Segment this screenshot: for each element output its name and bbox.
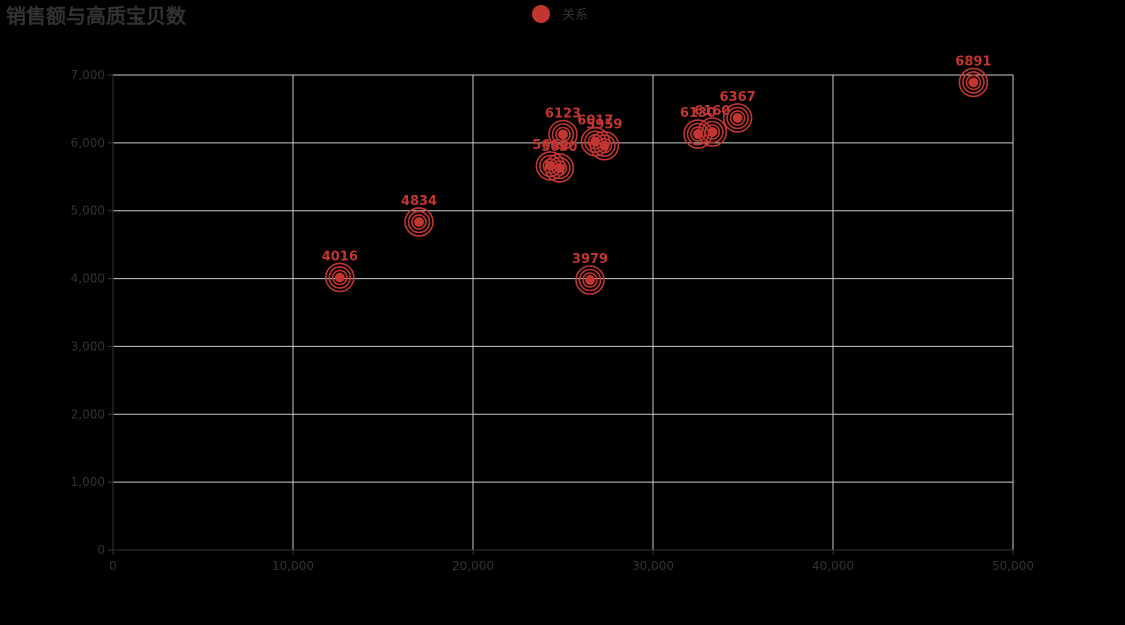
data-point[interactable]: 4834 [401, 194, 437, 237]
point-ripple-ring [551, 160, 568, 176]
point-ripple-ring [407, 210, 431, 234]
y-tick-label: 6,000 [71, 136, 105, 150]
point-label: 6123 [545, 107, 581, 122]
point-label: 6017 [577, 114, 613, 129]
point-ripple-ring [965, 74, 982, 91]
point-ripple-ring [548, 156, 571, 180]
point-ripple-ring [704, 124, 721, 140]
point-marker[interactable] [732, 112, 743, 123]
data-points: 4016483456605630612339796017595961306160… [322, 54, 991, 295]
point-marker[interactable] [558, 129, 568, 140]
data-point[interactable]: 6891 [955, 54, 991, 98]
point-ripple-ring [596, 137, 613, 154]
grid-lines [113, 74, 1014, 550]
x-tick-label: 30,000 [632, 559, 674, 573]
point-label: 6160 [694, 104, 730, 119]
point-ripple-ring [962, 71, 985, 94]
point-ripple-ring [535, 151, 566, 181]
data-point[interactable]: 5959 [586, 118, 622, 161]
x-tick-label: 0 [109, 559, 117, 573]
y-tick-label: 5,000 [71, 204, 105, 218]
point-ripple-ring [411, 214, 427, 230]
point-label: 5660 [532, 138, 568, 153]
x-tick-label: 10,000 [272, 559, 314, 573]
y-tick-label: 0 [97, 543, 105, 557]
data-point[interactable]: 6123 [545, 107, 581, 150]
point-ripple-ring [404, 207, 434, 237]
data-point[interactable]: 6367 [720, 90, 756, 133]
y-tick-label: 3,000 [71, 339, 105, 353]
y-tick-label: 4,000 [71, 272, 105, 286]
point-ripple-ring [726, 106, 749, 130]
y-tick-label: 1,000 [71, 475, 105, 489]
point-label: 4834 [401, 194, 437, 209]
point-ripple-ring [582, 272, 598, 288]
legend-marker[interactable] [532, 5, 550, 23]
point-marker[interactable] [334, 272, 345, 283]
point-label: 6130 [680, 106, 716, 121]
data-point[interactable]: 6160 [694, 104, 730, 147]
point-ripple-ring [578, 268, 602, 292]
point-ripple-ring [544, 153, 575, 183]
data-point[interactable]: 3979 [572, 252, 608, 295]
point-ripple-ring [593, 134, 616, 157]
point-ripple-ring [722, 103, 753, 133]
point-marker[interactable] [585, 274, 595, 285]
point-label: 5959 [586, 118, 622, 133]
chart-title: 销售额与高质宝贝数 [6, 4, 187, 28]
x-tick-label: 20,000 [452, 559, 494, 573]
x-tick-label: 50,000 [992, 559, 1034, 573]
point-marker[interactable] [707, 127, 718, 137]
axes: 0 10,000 20,000 30,000 40,000 50,000 0 1,000 2,0… [71, 68, 1034, 573]
x-tick-label: 40,000 [812, 559, 854, 573]
point-ripple-ring [589, 130, 620, 161]
point-ripple-ring [324, 262, 355, 293]
point-ripple-ring [331, 269, 348, 286]
point-ripple-ring [701, 120, 724, 144]
point-label: 4016 [322, 249, 358, 264]
point-ripple-ring [575, 265, 605, 295]
point-marker[interactable] [968, 77, 979, 88]
data-point[interactable]: 4016 [322, 249, 358, 293]
point-ripple-ring [697, 117, 728, 147]
point-ripple-ring [555, 126, 571, 143]
point-marker[interactable] [554, 162, 565, 173]
point-ripple-ring [729, 110, 746, 126]
legend[interactable]: 关系 [532, 5, 588, 23]
point-label: 6891 [955, 54, 991, 69]
point-ripple-ring [548, 119, 578, 150]
point-ripple-ring [551, 123, 575, 146]
y-tick-label: 2,000 [71, 407, 105, 421]
y-tick-label: 7,000 [71, 68, 105, 82]
point-ripple-ring [958, 67, 989, 98]
legend-label[interactable]: 关系 [562, 8, 588, 23]
point-ripple-ring [328, 266, 352, 289]
point-marker[interactable] [599, 140, 610, 151]
point-label: 3979 [572, 252, 608, 267]
point-marker[interactable] [414, 216, 424, 227]
point-label: 6367 [720, 90, 756, 105]
